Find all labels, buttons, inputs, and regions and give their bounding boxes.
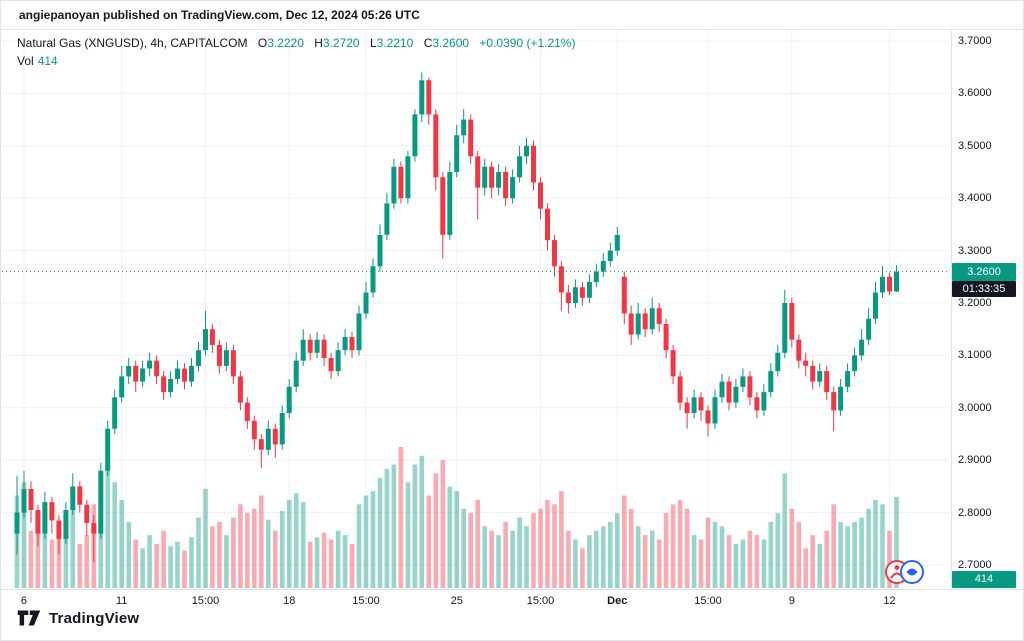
price-axis-label: 3.2000 (958, 297, 992, 309)
time-axis-label: 25 (450, 595, 463, 607)
price-axis-label: 3.1000 (958, 349, 992, 362)
price-axis-separator (951, 29, 952, 589)
price-axis-label: 3.6000 (958, 87, 992, 100)
price-axis-label: 3.7000 (958, 35, 992, 47)
time-axis-label: 12 (883, 595, 896, 607)
brand-name: TradingView (49, 609, 140, 627)
time-axis-label: 15:00 (694, 595, 722, 607)
last-price-badge: 3.2600 (952, 263, 1016, 281)
attribution-text: angiepanoyan published on TradingView.co… (19, 8, 420, 22)
change-value: +0.0390 (+1.21%) (479, 36, 576, 50)
price-axis-label: 3.3000 (958, 244, 992, 257)
candles (14, 72, 899, 563)
ohlc-low: L3.2210 (369, 36, 414, 50)
sticker-icon (885, 560, 924, 584)
time-axis-separator (1, 589, 1023, 590)
bar-countdown-badge: 01:33:35 (952, 281, 1016, 297)
legend: Natural Gas (XNGUSD), 4h, CAPITALCOM O3.… (17, 36, 575, 50)
price-axis-label: 2.8000 (958, 506, 992, 519)
volume-label: Vol (17, 54, 34, 68)
price-axis-label: 3.0000 (958, 401, 992, 414)
volume-axis-badge: 414 (952, 571, 1016, 588)
time-axis-label: 15:00 (526, 595, 555, 607)
symbol-title: Natural Gas (XNGUSD), 4h, CAPITALCOM (17, 36, 248, 50)
time-axis-label: 6 (20, 595, 28, 607)
price-axis-label: 2.9000 (958, 454, 992, 467)
time-axis-label: 15:00 (191, 595, 220, 607)
footer-logo[interactable]: TradingView (17, 608, 139, 628)
price-axis-label: 3.5000 (958, 139, 992, 152)
tradingview-logo-icon (17, 610, 41, 626)
time-axis-label: 11 (115, 595, 128, 607)
price-axis-label: 3.4000 (958, 192, 992, 205)
volume-value: 414 (37, 54, 58, 68)
ohlc-open: O3.2220 (257, 36, 304, 50)
time-axis-label: 15:00 (352, 595, 380, 607)
time-axis-label: 18 (283, 595, 296, 607)
header-separator (1, 29, 1023, 30)
time-axis-label: 9 (788, 595, 795, 607)
volume-legend: Vol 414 (17, 54, 58, 68)
ohlc-high: H3.2720 (314, 36, 360, 50)
ohlc-close: C3.2600 (423, 36, 470, 50)
price-axis-label: 2.7000 (958, 559, 992, 571)
time-axis-label: Dec (607, 595, 628, 607)
